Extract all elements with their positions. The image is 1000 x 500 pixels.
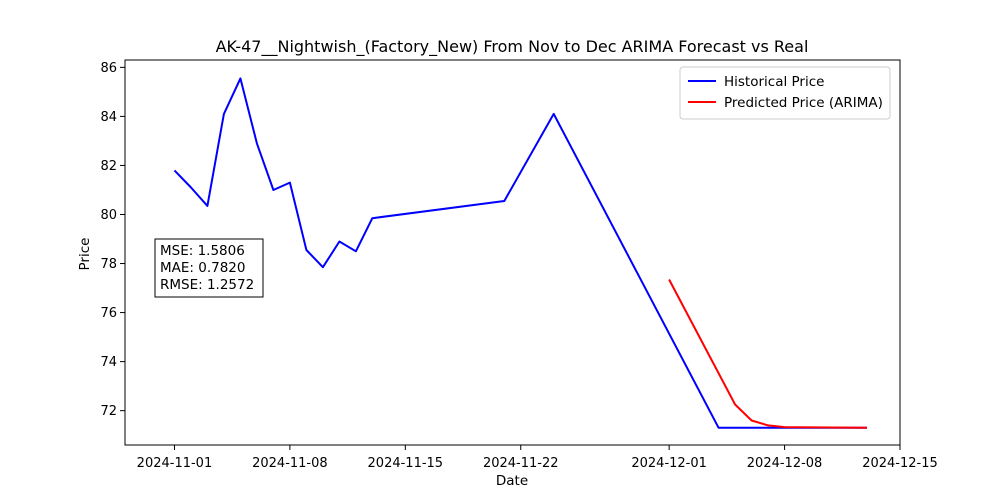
chart-title: AK-47__Nightwish_(Factory_New) From Nov …: [216, 37, 809, 57]
y-axis-label: Price: [77, 238, 93, 271]
metrics-text: MSE: 1.5806: [160, 243, 245, 259]
x-tick-label: 2024-12-01: [631, 456, 707, 471]
x-axis-label: Date: [496, 473, 528, 489]
x-tick-label: 2024-11-22: [483, 456, 559, 471]
series-line-predicted: [668, 279, 868, 429]
y-tick-label: 84: [100, 110, 117, 125]
legend-label: Historical Price: [724, 74, 824, 90]
legend-box: [679, 66, 891, 120]
metrics-text: RMSE: 1.2572: [160, 277, 254, 293]
x-tick-label: 2024-11-15: [368, 456, 444, 471]
plot-frame: [124, 59, 901, 446]
metrics-text: MAE: 0.7820: [160, 260, 246, 276]
y-tick-label: 82: [100, 159, 117, 174]
y-tick-label: 86: [100, 61, 117, 76]
x-tick-label: 2024-11-01: [137, 456, 213, 471]
series-line-historical: [173, 77, 867, 429]
x-tick-label: 2024-11-08: [252, 456, 328, 471]
y-tick-label: 78: [100, 257, 117, 272]
legend-label: Predicted Price (ARIMA): [724, 95, 883, 111]
y-tick-label: 74: [100, 355, 117, 370]
plot-area: 2024-11-01 2024-11-08 2024-11-15 2024-11-22…: [100, 59, 938, 471]
y-tick-label: 80: [100, 208, 117, 223]
y-tick-label: 72: [100, 404, 117, 419]
metrics-box: [154, 238, 264, 298]
x-tick-label: 2024-12-15: [862, 456, 938, 471]
y-tick-label: 76: [100, 306, 117, 321]
x-tick-label: 2024-12-08: [747, 456, 823, 471]
